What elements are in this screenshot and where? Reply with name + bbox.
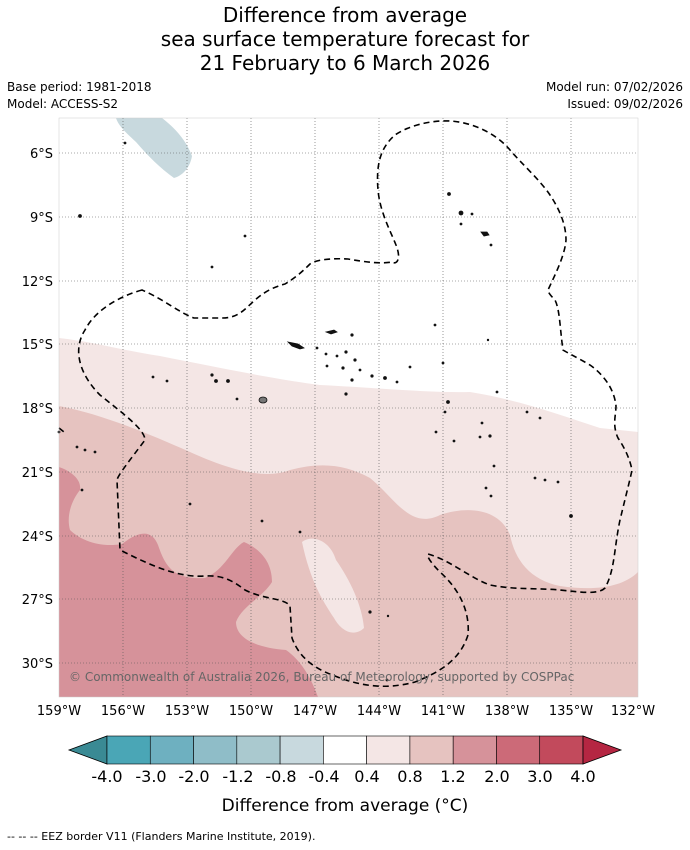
- colorbar-tick: 1.2: [440, 767, 465, 786]
- lat-label: 18°S: [22, 402, 53, 417]
- colorbar-swatch: [366, 735, 411, 765]
- lon-label: 138°W: [485, 704, 529, 719]
- colorbar-swatch: [539, 735, 584, 765]
- anomaly-band-1-2-2-0: [59, 467, 318, 697]
- lon-label: 135°W: [549, 704, 593, 719]
- colorbar-swatch: [236, 735, 281, 765]
- lat-label: 6°S: [30, 147, 53, 162]
- lon-label: 159°W: [37, 704, 81, 719]
- meta-left: Base period: 1981-2018 Model: ACCESS-S2: [7, 79, 152, 113]
- map-title: Difference from average sea surface temp…: [0, 3, 690, 75]
- colorbar-swatch: [452, 735, 497, 765]
- anomaly-patch-cool: [116, 118, 192, 178]
- lon-label: 150°W: [229, 704, 273, 719]
- colorbar-tick: 4.0: [570, 767, 595, 786]
- map-frame: [58, 117, 639, 698]
- lon-label: 144°W: [357, 704, 401, 719]
- lon-label: 141°W: [421, 704, 465, 719]
- model-name: Model: ACCESS-S2: [7, 97, 119, 111]
- lat-label: 15°S: [22, 338, 53, 353]
- anomaly-patch-0-4-0-8-south: [302, 538, 364, 633]
- colorbar-tick: -3.0: [135, 767, 166, 786]
- lat-label: 21°S: [22, 466, 53, 481]
- colorbar-swatch: [496, 735, 541, 765]
- colorbar-tick: 2.0: [484, 767, 509, 786]
- longitude-labels: 159°W 156°W 153°W 150°W 147°W 144°W 141°…: [37, 704, 655, 719]
- meta-right: Model run: 07/02/2026 Issued: 09/02/2026: [546, 79, 683, 113]
- lat-label: 24°S: [22, 530, 53, 545]
- latitude-labels: 6°S 9°S 12°S 15°S 18°S 21°S 24°S 27°S 30…: [22, 147, 53, 672]
- map-area: [59, 118, 638, 697]
- colorbar-tick: -2.0: [178, 767, 209, 786]
- lon-label: 153°W: [165, 704, 209, 719]
- model-run: Model run: 07/02/2026: [545, 80, 683, 94]
- title-line-1: Difference from average: [222, 3, 468, 27]
- base-period: Base period: 1981-2018: [7, 80, 152, 94]
- lat-label: 9°S: [30, 211, 53, 226]
- lat-label: 30°S: [22, 657, 53, 672]
- islands: [57, 141, 573, 682]
- gridlines: [59, 118, 638, 697]
- lat-label: 12°S: [22, 275, 53, 290]
- copyright-notice: © Commonwealth of Australia 2026, Bureau…: [69, 670, 574, 684]
- lon-label: 132°W: [611, 704, 655, 719]
- lon-label: 147°W: [293, 704, 337, 719]
- lon-label: 156°W: [101, 704, 145, 719]
- eez-footnote: -- -- -- EEZ border V11 (Flanders Marine…: [7, 830, 316, 843]
- colorbar-label: Difference from average (°C): [222, 796, 469, 816]
- colorbar-tick: -1.2: [222, 767, 253, 786]
- colorbar-arrow-low: [67, 735, 108, 765]
- colorbar-tick: 0.8: [397, 767, 422, 786]
- colorbar-ticks: -4.0 -3.0 -2.0 -1.2 -0.8 -0.4 0.4 0.8 1.…: [91, 767, 595, 786]
- colorbar-swatch: [193, 735, 238, 765]
- colorbar-tick: -0.8: [265, 767, 296, 786]
- colorbar-tick: -0.4: [308, 767, 339, 786]
- colorbar-swatch: [149, 735, 194, 765]
- colorbar-arrow-high: [582, 735, 623, 765]
- lat-label: 27°S: [22, 593, 53, 608]
- colorbar-swatch: [279, 735, 324, 765]
- colorbar-tick: 0.4: [354, 767, 379, 786]
- title-line-2: sea surface temperature forecast for: [160, 27, 530, 51]
- colorbar-tick: 3.0: [527, 767, 552, 786]
- issued-date: Issued: 09/02/2026: [567, 97, 683, 111]
- colorbar: [67, 735, 623, 765]
- eez-border: [58, 120, 633, 688]
- colorbar-swatch: [409, 735, 454, 765]
- colorbar-swatch: [106, 735, 151, 765]
- colorbar-swatch: [323, 735, 367, 765]
- title-line-3: 21 February to 6 March 2026: [199, 51, 491, 75]
- colorbar-tick: -4.0: [91, 767, 122, 786]
